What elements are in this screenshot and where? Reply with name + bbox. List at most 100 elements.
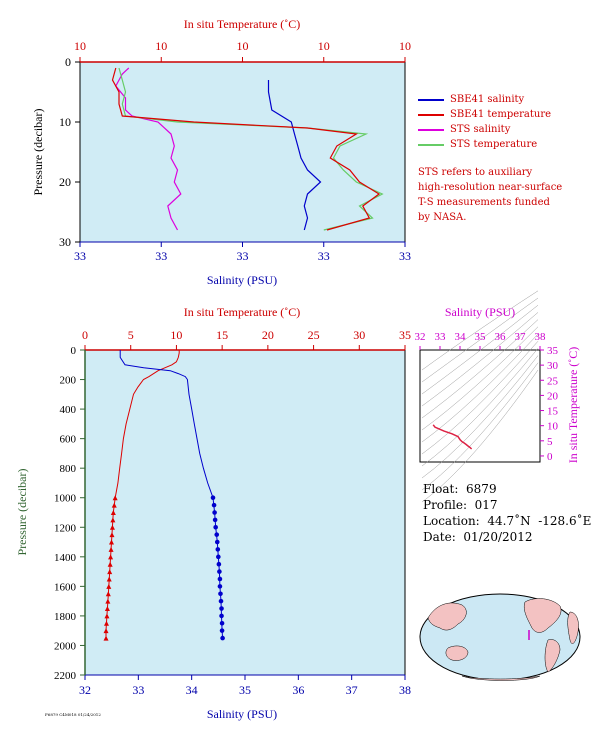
bottom-y-title: Pressure (decibar) (15, 469, 29, 556)
map-australia (445, 645, 469, 661)
sts-note-line: STS refers to auxiliary (418, 167, 533, 178)
bottom-salinity-point (216, 561, 222, 567)
bottom-temperature-point (104, 606, 110, 612)
bottom-x-top-tick-label: 20 (262, 328, 274, 342)
ts-y-tick-label: 30 (547, 360, 559, 372)
bottom-temperature-point (106, 583, 112, 589)
top-x-top-title: In situ Temperature (˚C) (184, 17, 301, 31)
ts-y-ticks: 0 5 10 15 20 25 30 35 (540, 345, 559, 463)
legend-swatch (418, 129, 444, 131)
bottom-y-tick-label: 800 (60, 463, 77, 475)
bottom-x-bottom-tick-label: 32 (79, 683, 91, 697)
bottom-salinity-point (217, 569, 222, 574)
bottom-x-top-tick-label: 25 (308, 328, 320, 342)
sts-note: STS refers to auxiliary high-resolution … (418, 165, 593, 225)
ts-x-ticks: 32 33 34 35 36 37 38 (415, 331, 546, 350)
bottom-salinity-point (216, 554, 221, 560)
bottom-salinity-point (217, 576, 223, 582)
top-series-sbe41-temperature (111, 67, 381, 231)
legend-swatch (418, 114, 444, 116)
top-x-bottom-ticks: 33 33 33 33 33 (74, 242, 411, 263)
ts-x-tick-label: 34 (455, 331, 467, 343)
ts-density-contour (421, 341, 539, 455)
bottom-x-bottom-tick-label: 37 (346, 683, 358, 697)
ts-density-contour (421, 290, 539, 371)
bottom-temperature-point (110, 517, 116, 523)
bottom-y-tick-label: 1200 (54, 522, 77, 534)
ts-y-tick-label: 15 (547, 406, 559, 418)
top-x-bottom-tick-label: 33 (237, 249, 249, 263)
bottom-x-top-tick-label: 35 (399, 328, 411, 342)
map-asia (427, 602, 467, 631)
bottom-temperature-point (103, 620, 109, 626)
ts-density-contour (421, 305, 539, 395)
bottom-salinity-point (218, 598, 224, 604)
bottom-x-top-tick-label: 5 (128, 328, 134, 342)
ts-x-tick-label: 35 (475, 331, 487, 343)
ts-density-contour (421, 362, 539, 491)
top-series-sts-salinity (115, 67, 182, 231)
top-x-top-ticks: 10 10 10 10 10 (74, 39, 411, 62)
bottom-x-top-tick-label: 15 (216, 328, 228, 342)
bottom-temperature-point (104, 613, 110, 619)
ts-x-title: Salinity (PSU) (445, 305, 515, 319)
bottom-temperature-point (112, 495, 118, 501)
bottom-x-top-tick-label: 0 (82, 328, 88, 342)
bottom-salinity-point (215, 547, 221, 552)
bottom-y-tick-label: 0 (71, 345, 77, 357)
legend-label: SBE41 salinity (450, 94, 525, 105)
bottom-x-bottom-tick-label: 33 (132, 683, 144, 697)
bottom-salinity-point (219, 620, 225, 626)
bottom-temperature-point (107, 561, 113, 567)
footer-text: F6879 C4M018 01/24/2012 (45, 712, 101, 717)
bottom-temperature-point (103, 635, 109, 641)
bottom-temperature-point (108, 546, 114, 552)
location: Location: 44.7˚N -128.6˚E (423, 514, 592, 528)
bottom-temperature-point (103, 628, 109, 634)
top-x-bottom-tick-label: 33 (155, 249, 167, 263)
bottom-temperature-point (107, 569, 113, 575)
ts-x-tick-label: 33 (435, 331, 447, 343)
bottom-x-top-title: In situ Temperature (˚C) (184, 305, 301, 319)
top-y-tick-label: 20 (59, 175, 71, 189)
ts-density-contour (421, 333, 539, 443)
bottom-salinity-point (214, 539, 220, 545)
bottom-y-ticks: 0 200 400 600 800 1000 1200 1400 1600 1800 2000 220… (54, 345, 85, 682)
top-y-tick-label: 0 (65, 55, 71, 69)
ts-y-tick-label: 5 (547, 436, 553, 448)
bottom-temperature-point (105, 591, 111, 597)
top-x-top-tick-label: 10 (155, 39, 167, 53)
top-y-tick-label: 10 (59, 115, 71, 129)
bottom-y-tick-label: 1400 (54, 552, 77, 564)
bottom-x-bottom-tick-label: 35 (239, 683, 251, 697)
bottom-x-top-tick-label: 10 (170, 328, 182, 342)
bottom-salinity-point (214, 532, 220, 537)
ts-chart: Salinity (PSU) 32 33 34 35 36 37 38 0 5 10 15 20 25… (415, 290, 580, 503)
ts-series-line (432, 424, 473, 450)
legend-swatch (418, 99, 444, 101)
bottom-salinity-point (211, 502, 217, 508)
bottom-y-tick-label: 200 (60, 375, 77, 387)
bottom-x-bottom-tick-label: 34 (186, 683, 198, 697)
float-id: Float: 6879 (423, 482, 497, 496)
bottom-temperature-point (106, 576, 112, 582)
ts-y-title: In situ Temperature (˚C) (566, 347, 580, 464)
ts-series-group (432, 424, 473, 450)
top-x-bottom-title: Salinity (PSU) (207, 273, 277, 287)
bottom-x-top-ticks: 0 5 10 15 20 25 30 35 (82, 328, 411, 350)
ts-y-tick-label: 0 (547, 451, 553, 463)
map-south-america (544, 639, 561, 673)
bottom-series-salinity (119, 350, 224, 639)
bottom-salinity-point (219, 613, 224, 619)
bottom-salinity-point (213, 524, 218, 530)
top-y-title: Pressure (decibar) (31, 109, 45, 196)
ts-density-contour (421, 326, 539, 431)
bottom-series-group (103, 350, 225, 641)
ts-density-contour (421, 348, 539, 467)
bottom-salinity-point (212, 510, 217, 515)
bottom-salinity-point (212, 517, 218, 523)
ts-x-tick-label: 36 (495, 331, 507, 343)
bottom-y-tick-label: 400 (60, 404, 77, 416)
ts-density-contours (421, 290, 539, 503)
sts-note-line: T-S measurements funded (418, 197, 550, 208)
